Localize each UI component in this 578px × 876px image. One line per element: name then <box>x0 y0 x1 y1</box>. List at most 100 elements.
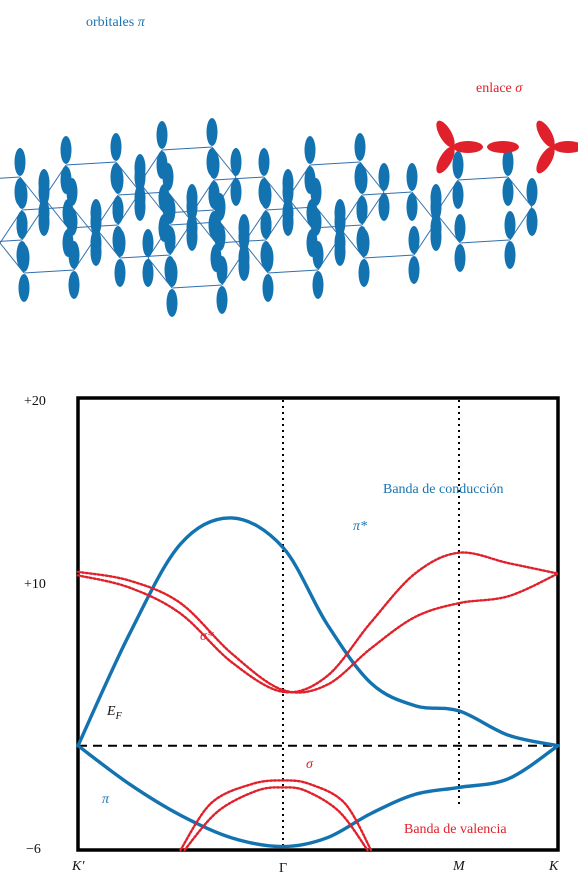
band-series-1 <box>76 516 560 748</box>
bond-line <box>457 176 509 181</box>
pi-orbital-lobe <box>502 148 514 176</box>
pi-orbital-lobe <box>312 271 324 299</box>
bond-line <box>435 212 461 244</box>
pi-orbital-lobe <box>134 154 146 182</box>
pi-orbital-lobe <box>408 226 420 254</box>
pi-orbital-lobe <box>406 193 418 221</box>
pi-orbital-lobe <box>258 148 270 176</box>
sigma-lobe <box>436 146 455 174</box>
pi-orbital-lobe <box>502 178 514 206</box>
x-tick-label-gamma: Γ <box>279 861 287 876</box>
pi-orbital-lobe <box>66 208 78 236</box>
y-tick-label-mid: +10 <box>24 577 46 592</box>
pi-orbital-lobe <box>358 229 370 257</box>
bond-line <box>459 239 511 244</box>
pi-orbital-lobe <box>356 166 368 194</box>
bond-line <box>0 239 23 242</box>
band-series-2 <box>76 743 560 849</box>
pi-orbital-lobe <box>164 196 176 224</box>
bond-line <box>65 161 117 166</box>
pi-orbital-lobe <box>504 241 516 269</box>
bond-line <box>363 254 415 259</box>
fermi-energy-label: EF <box>106 704 123 722</box>
bond-line <box>219 221 245 253</box>
pi-orbital-lobe <box>216 286 228 314</box>
pi-orbital-lobe <box>260 211 272 239</box>
band-series-5 <box>179 779 373 852</box>
x-tick-label-m: M <box>452 859 466 874</box>
pi-orbital-lobe <box>68 271 80 299</box>
pi-orbital-lobe <box>114 259 126 287</box>
band-series <box>76 516 560 852</box>
pi-orbital-lobe <box>408 256 420 284</box>
pi-orbital-lobe <box>358 259 370 287</box>
pi-orbital-lobe <box>430 214 442 242</box>
pi-orbital-lobe <box>406 163 418 191</box>
pi-orbital-lobe <box>156 121 168 149</box>
pi-orbital-lobe <box>186 214 198 242</box>
sigma-lobe <box>553 141 578 153</box>
bond-line <box>411 191 437 223</box>
pi-orbital-lobe <box>230 148 242 176</box>
pi-orbital-lobe <box>526 208 538 236</box>
bond-line <box>161 146 213 151</box>
bond-line <box>361 191 413 196</box>
pi-orbital-lobe <box>310 208 322 236</box>
sigma-lobe <box>536 120 555 148</box>
sigma-lobe <box>453 141 483 153</box>
pi-orbital-lobe <box>454 214 466 242</box>
y-tick-label-bottom: −6 <box>26 842 41 857</box>
pi-orbitals <box>14 118 538 317</box>
pi-orbital-lobe <box>312 241 324 269</box>
pi-orbital-lobe <box>208 151 220 179</box>
pi-orbital-lobe <box>134 184 146 212</box>
pi-orbital-lobe <box>504 211 516 239</box>
high-symmetry-lines <box>282 400 460 850</box>
pi-orbital-lobe <box>60 136 72 164</box>
sigma-star-label: σ* <box>200 629 214 644</box>
pi-orbital-lobe <box>310 178 322 206</box>
pi-orbital-lobe <box>68 241 80 269</box>
pi-orbital-lobe <box>16 181 28 209</box>
bond-line <box>507 176 533 208</box>
pi-orbital-lobe <box>356 196 368 224</box>
band-series-4 <box>76 551 560 694</box>
pi-orbital-lobe <box>166 289 178 317</box>
pi-orbital-lobe <box>112 166 124 194</box>
sigma-bond-label: enlace σ <box>476 81 523 96</box>
x-tick-label-kprime: K' <box>71 859 85 874</box>
pi-orbital-lobe <box>260 181 272 209</box>
pi-orbital-lobe <box>304 136 316 164</box>
pi-orbital-lobe <box>354 133 366 161</box>
pi-orbital-lobe <box>452 151 464 179</box>
pi-orbital-lobe <box>142 229 154 257</box>
band-series-6 <box>183 786 369 852</box>
sigma-label: σ <box>306 757 314 772</box>
pi-orbital-lobe <box>18 274 30 302</box>
pi-orbitals-label: orbitales π <box>86 15 146 30</box>
pi-orbital-lobe <box>452 181 464 209</box>
y-tick-label-top: +20 <box>24 394 46 409</box>
pi-orbital-lobe <box>142 259 154 287</box>
pi-orbital-lobe <box>164 226 176 254</box>
plot-frame <box>76 396 560 852</box>
pi-orbital-lobe <box>282 169 294 197</box>
pi-orbital-lobe <box>66 178 78 206</box>
pi-orbital-lobe <box>430 184 442 212</box>
x-tick-label-k: K <box>548 859 559 874</box>
bond-line <box>43 197 69 229</box>
bond-line <box>71 206 97 238</box>
sigma-lobe <box>436 120 455 148</box>
pi-orbital-lobe <box>166 259 178 287</box>
pi-orbital-lobe <box>214 223 226 251</box>
pi-orbital-lobe <box>162 163 174 191</box>
bond-line <box>0 176 21 179</box>
pi-orbital-lobe <box>16 211 28 239</box>
pi-orbital-lobe <box>334 229 346 257</box>
pi-orbital-lobe <box>18 244 30 272</box>
pi-orbital-lobe <box>186 184 198 212</box>
bond-line <box>309 161 361 166</box>
bond-line <box>315 206 341 238</box>
pi-star-label: π* <box>353 519 367 534</box>
bond-line <box>23 269 75 274</box>
